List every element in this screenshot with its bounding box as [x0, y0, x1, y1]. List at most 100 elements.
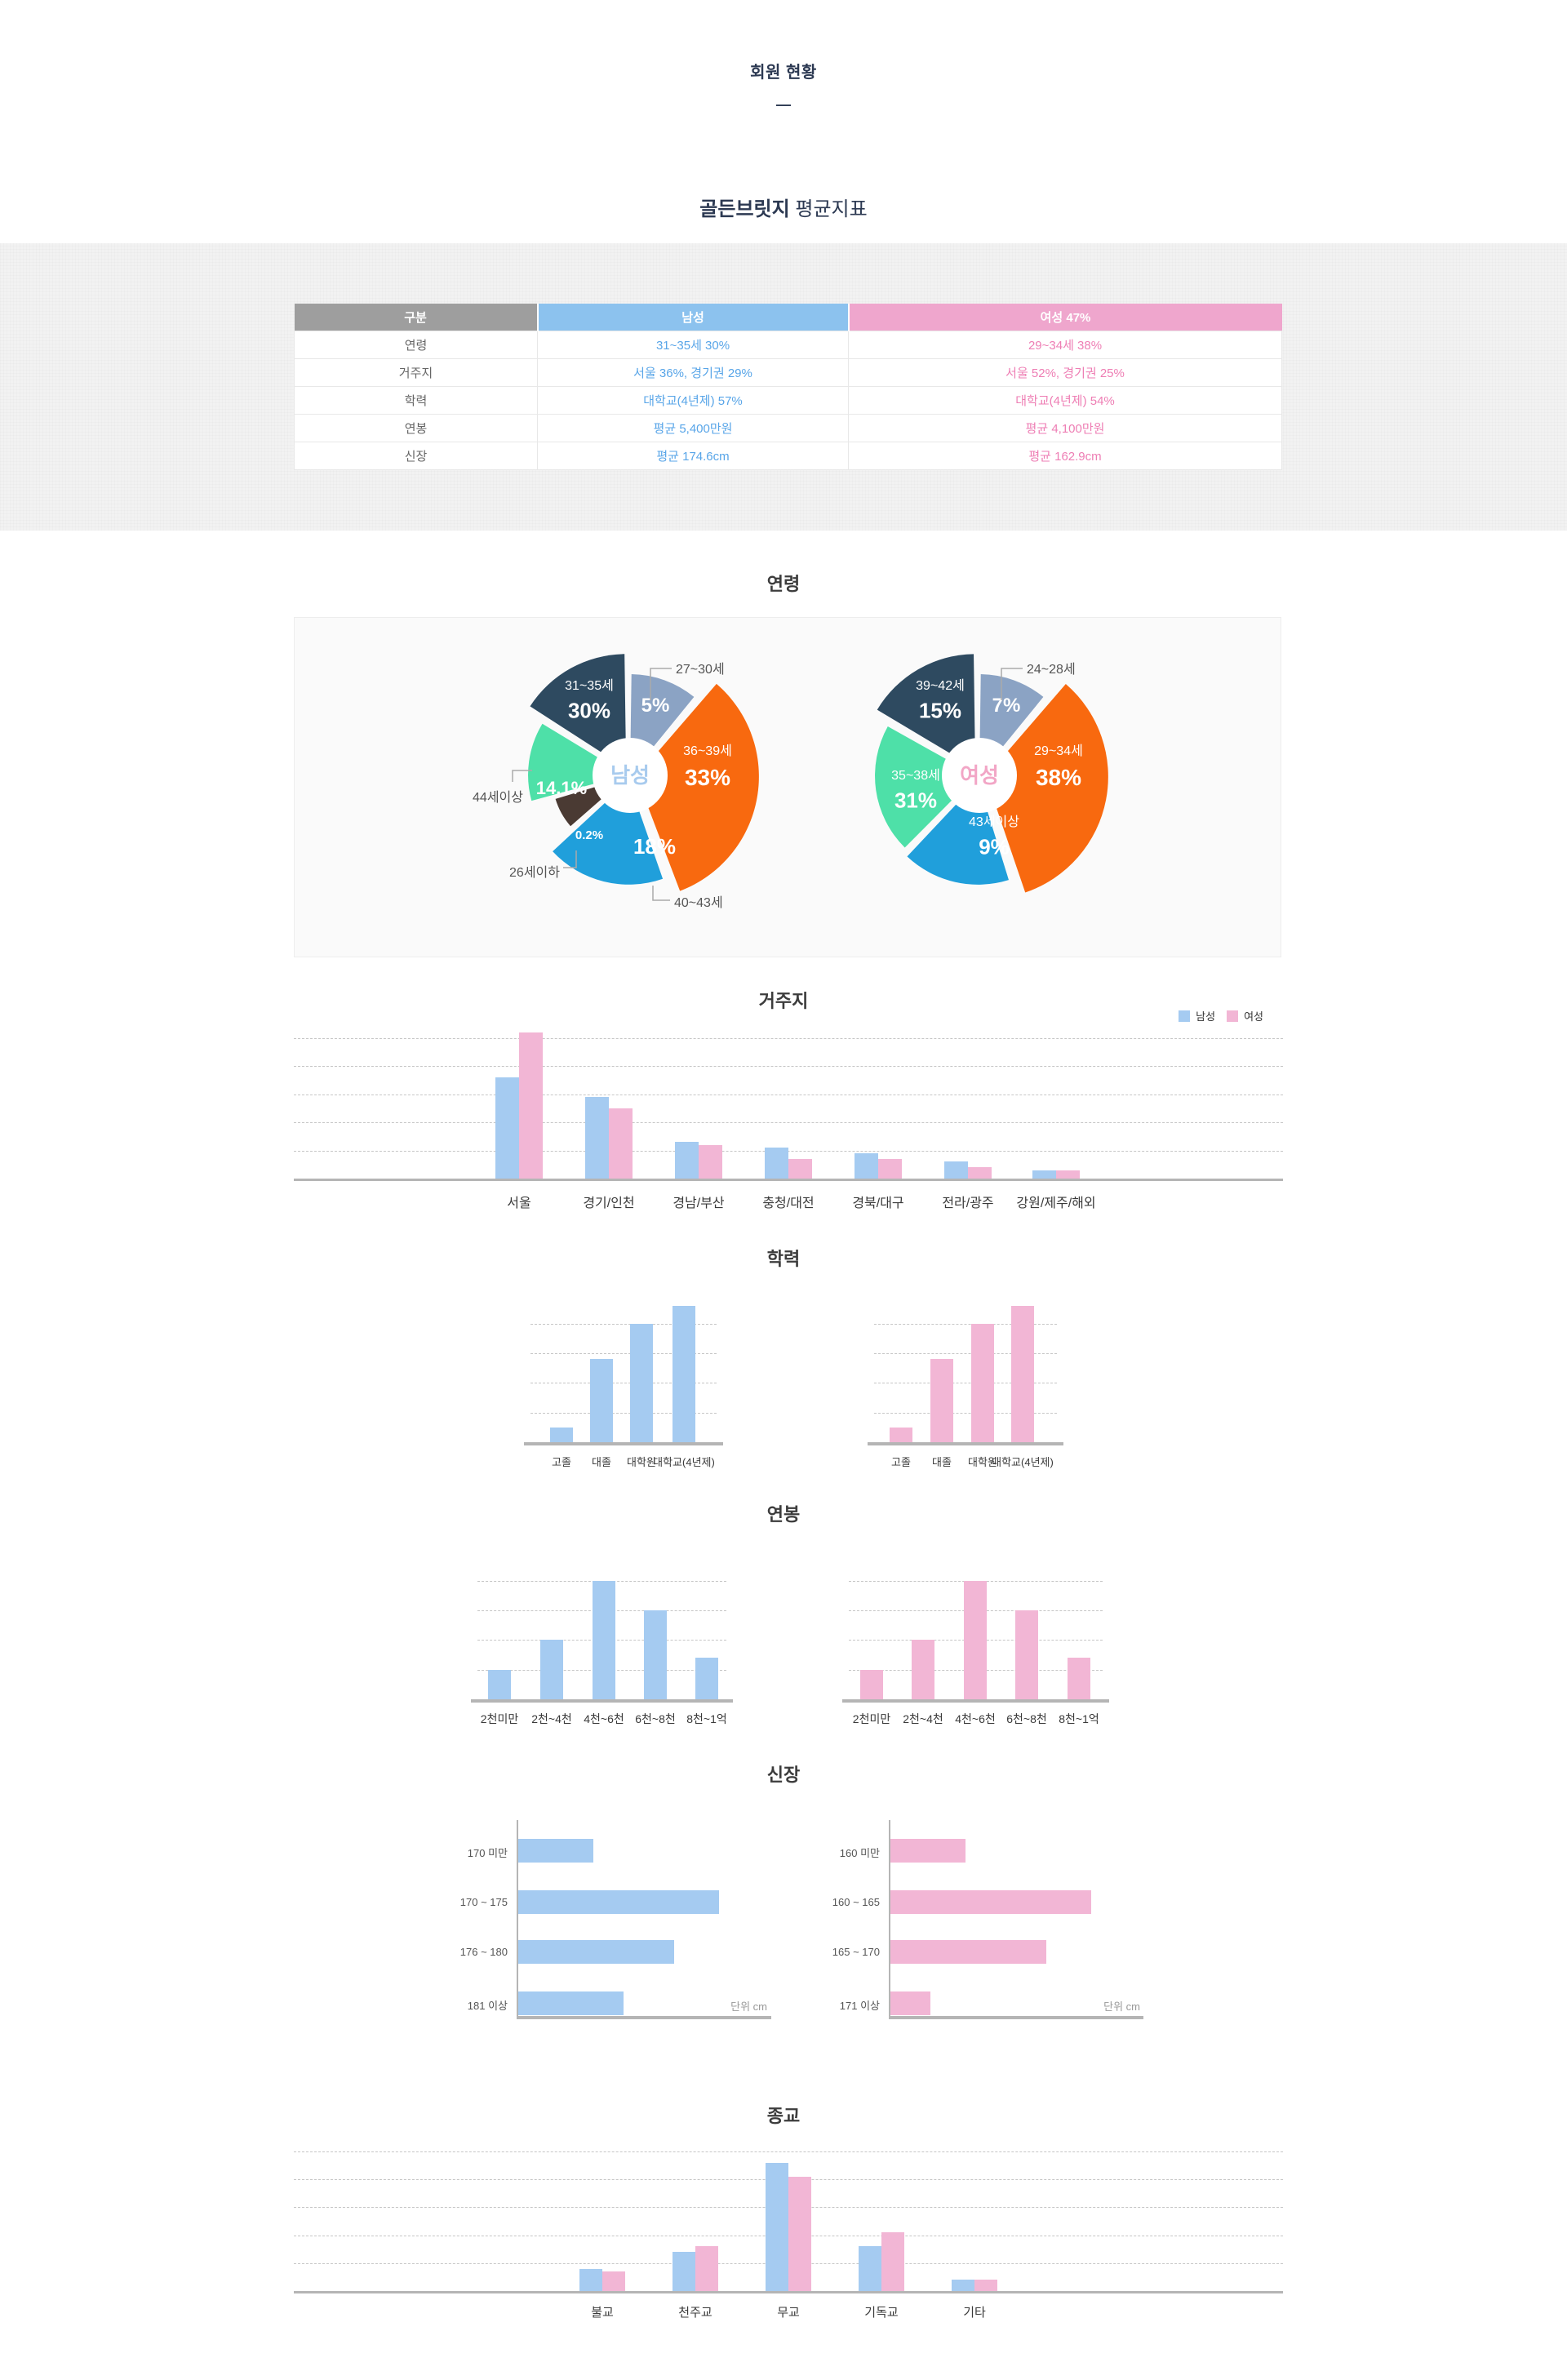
category-label: 강원/제주/해외	[1016, 1197, 1096, 1210]
callout-line	[1001, 668, 1023, 700]
x-axis	[524, 1442, 723, 1445]
x-axis	[889, 2016, 1143, 2019]
hbar-male-1	[518, 1890, 719, 1914]
category-label: 6천~8천	[635, 1712, 676, 1725]
slice-value-label: 30%	[568, 698, 610, 722]
summary-cell-female-value: 평균 162.9cm	[848, 441, 1282, 470]
summary-cell-row-label: 연봉	[294, 413, 538, 442]
x-axis	[517, 2016, 771, 2019]
category-label: 기독교	[864, 2306, 899, 2320]
x-axis	[842, 1699, 1109, 1703]
bar-female-3	[881, 2232, 904, 2291]
slice-value-label: 5%	[641, 695, 670, 717]
bar-male-1	[585, 1096, 609, 1179]
callout-label: 27~30세	[676, 662, 725, 677]
summary-cell-row-label: 신장	[294, 441, 538, 470]
category-label: 불교	[591, 2306, 614, 2320]
summary-cell-female-value: 대학교(4년제) 54%	[848, 385, 1282, 415]
gridline	[294, 1037, 1283, 1039]
category-label: 8천~1억	[686, 1712, 727, 1725]
bar-male-6	[1032, 1170, 1056, 1179]
hbar-category-label: 160 ~ 165	[832, 1895, 880, 1908]
gridline	[530, 1323, 717, 1325]
slice-value-label: 31%	[894, 788, 937, 812]
hbar-category-label: 160 미만	[839, 1846, 880, 1859]
bar-female-1	[695, 2246, 718, 2291]
unit-label: 단위 cm	[1103, 2000, 1140, 2013]
title-divider: —	[776, 96, 791, 113]
slice-range-label: 31~35세	[565, 678, 614, 693]
section-title-religion: 종교	[766, 2106, 801, 2126]
hbar-female-3	[890, 1991, 931, 2015]
y-axis	[517, 1820, 518, 2016]
summary-row: 학력 대학교(4년제) 57% 대학교(4년제) 54%	[294, 385, 1282, 415]
page-title: 회원 현황	[750, 64, 817, 82]
section-title-salary: 연봉	[766, 1504, 801, 1525]
category-label: 2천미만	[480, 1712, 519, 1725]
summary-cell-male-value: 서울 36%, 경기권 29%	[537, 357, 849, 387]
bar-female-3	[1011, 1306, 1034, 1442]
gridline	[530, 1412, 717, 1414]
summary-row: 연령 31~35세 30% 29~34세 38%	[294, 330, 1282, 359]
summary-cell-female-value: 평균 4,100만원	[848, 413, 1282, 442]
category-label: 천주교	[678, 2306, 712, 2320]
category-label: 무교	[777, 2306, 800, 2320]
category-label: 전라/광주	[942, 1197, 994, 1210]
summary-header-cell: 여성 47%	[848, 304, 1282, 331]
bar-male-2	[630, 1323, 653, 1442]
section-title-height: 신장	[766, 1765, 801, 1785]
bar-male-4	[952, 2280, 974, 2291]
hbar-category-label: 176 ~ 180	[459, 1945, 508, 1958]
callout-label: 24~28세	[1027, 662, 1076, 677]
gridline	[874, 1353, 1057, 1355]
hbar-category-label: 171 이상	[839, 1999, 880, 2012]
hbar-male-2	[518, 1940, 674, 1964]
bar-male-0	[550, 1427, 573, 1442]
category-label: 대졸	[592, 1456, 611, 1468]
bar-male-0	[488, 1669, 511, 1699]
slice-value-label: 7%	[992, 695, 1021, 717]
donut-slice-35~38세	[875, 726, 977, 848]
age-chart-panel	[294, 617, 1281, 957]
summary-cell-male-value: 31~35세 30%	[537, 330, 849, 359]
bar-male-5	[944, 1161, 968, 1179]
bar-male-4	[855, 1152, 878, 1179]
bar-female-0	[602, 2271, 625, 2291]
category-label: 4천~6천	[955, 1712, 996, 1725]
slice-range-label: 39~42세	[916, 678, 965, 693]
category-label: 고졸	[552, 1456, 571, 1468]
donut-hole	[942, 738, 1017, 813]
callout-label: 26세이하	[509, 865, 560, 880]
bar-female-3	[788, 1158, 812, 1179]
slice-range-label: 43세이상	[969, 815, 1019, 829]
gridline	[294, 2151, 1283, 2152]
category-label: 4천~6천	[584, 1712, 624, 1725]
donut-slice-31~35세	[530, 654, 627, 769]
callout-line	[563, 850, 577, 868]
bar-female-2	[788, 2176, 811, 2291]
hbar-female-2	[890, 1940, 1046, 1964]
legend-swatch-icon	[1179, 1010, 1191, 1022]
summary-header-cell: 남성	[537, 304, 850, 331]
bar-female-0	[519, 1032, 543, 1179]
category-label: 경기/인천	[583, 1197, 635, 1210]
bar-female-3	[1015, 1610, 1038, 1699]
category-label: 2천미만	[852, 1712, 891, 1725]
bar-male-1	[673, 2252, 695, 2291]
callout-line	[512, 770, 532, 782]
donut-slice-29~34세	[985, 683, 1108, 893]
slice-range-label: 35~38세	[891, 768, 940, 783]
category-label: 기타	[963, 2306, 986, 2320]
slice-value-label: 9%	[979, 834, 1010, 859]
legend-item-female: 여성	[1227, 1008, 1263, 1023]
bar-male-4	[695, 1658, 718, 1699]
summary-cell-male-value: 평균 5,400만원	[537, 413, 849, 442]
bar-female-1	[609, 1108, 633, 1179]
hbar-female-0	[890, 1839, 966, 1863]
summary-cell-male-value: 대학교(4년제) 57%	[537, 385, 849, 415]
bar-male-2	[766, 2162, 788, 2291]
category-label: 2천~4천	[903, 1712, 943, 1725]
bar-female-4	[1068, 1658, 1090, 1699]
hbar-category-label: 170 미만	[467, 1846, 508, 1859]
unit-label: 단위 cm	[730, 2000, 767, 2013]
